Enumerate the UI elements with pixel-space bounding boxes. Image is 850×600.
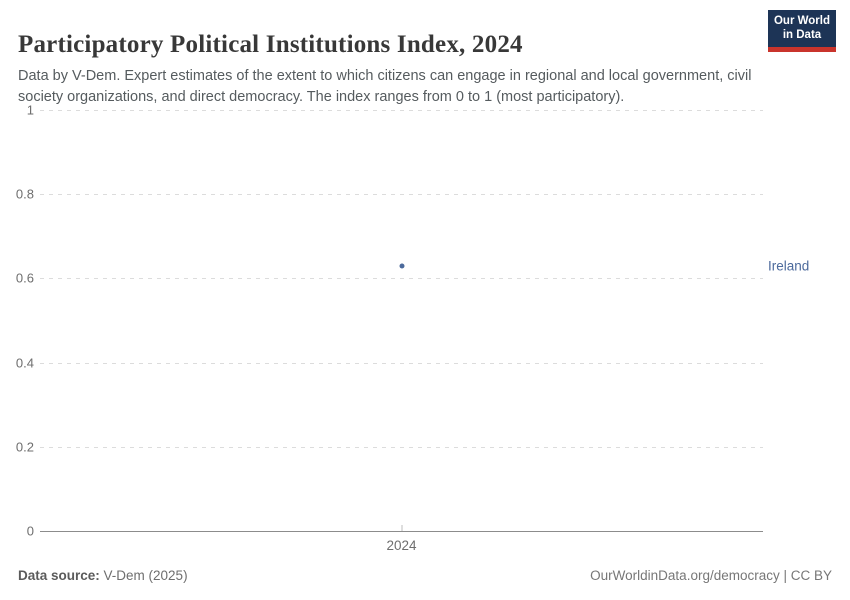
x-axis-line — [40, 531, 763, 532]
y-axis-tick-label: 1 — [26, 102, 34, 118]
data-source-value: V-Dem (2025) — [99, 568, 188, 583]
chart-subtitle: Data by V-Dem. Expert estimates of the e… — [18, 67, 752, 105]
y-axis-tick-label: 0.4 — [15, 355, 34, 371]
y-axis-tick-label: 0.2 — [15, 439, 34, 455]
y-axis-tick-label: 0.6 — [15, 270, 34, 286]
data-source-label: Data source: — [18, 568, 100, 583]
gridline — [40, 194, 763, 196]
y-axis-tick-label: 0 — [26, 523, 34, 539]
chart-footer: Data source: V-Dem (2025) OurWorldinData… — [18, 568, 832, 583]
page-title: Participatory Political Institutions Ind… — [18, 30, 523, 58]
owid-logo-line1: Our World — [773, 15, 830, 27]
x-axis-tick-mark — [401, 525, 402, 531]
gridline — [40, 446, 763, 448]
plot-area: 0 0.2 0.4 0.6 0.8 1 2024 Ireland — [16, 103, 809, 554]
entity-label-ireland[interactable]: Ireland — [768, 258, 810, 274]
owid-logo-line2: in Data — [782, 28, 822, 41]
data-source-note: Data source: V-Dem (2025) — [18, 568, 188, 583]
credit-link[interactable]: OurWorldinData.org/democracy | CC BY — [590, 568, 832, 583]
y-axis-tick-label: 0.8 — [15, 186, 34, 202]
data-point-ireland[interactable] — [399, 263, 404, 269]
gridline — [40, 278, 763, 280]
x-axis-tick-label: 2024 — [386, 538, 417, 553]
gridline — [40, 110, 763, 111]
owid-logo[interactable]: Our World in Data — [768, 10, 836, 52]
gridline — [40, 362, 763, 364]
